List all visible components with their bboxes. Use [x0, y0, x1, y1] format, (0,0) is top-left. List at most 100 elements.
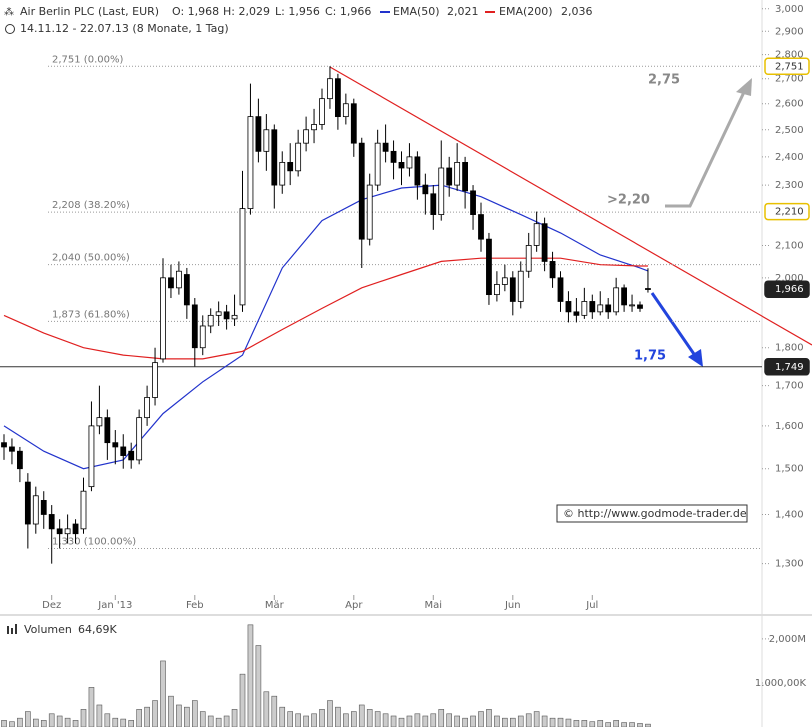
volume-bar: [263, 691, 270, 727]
volume-bar: [56, 715, 63, 727]
price-box: [764, 358, 810, 376]
candle-body: [493, 284, 500, 296]
ohlc-text: O: 1,968: [172, 5, 219, 18]
y-tick-label: 1,400: [775, 509, 804, 520]
candle-body: [112, 442, 119, 448]
price-box-label: 1,966: [775, 284, 804, 295]
candle-body: [581, 301, 588, 316]
volume-bar: [613, 720, 619, 727]
candle-body: [637, 304, 643, 309]
candle-body: [374, 142, 381, 186]
annotation: >2,20: [607, 193, 650, 208]
x-tick-label: Dez: [42, 600, 61, 611]
volume-bar: [136, 709, 142, 727]
volume-bar: [72, 720, 79, 727]
volume-bar: [478, 711, 484, 727]
copyright-box: [556, 504, 748, 523]
candle-body: [295, 142, 302, 172]
candle-body: [629, 304, 635, 307]
volume-bar: [597, 720, 604, 727]
candle-body: [541, 223, 548, 262]
fib-label: 1,873 (61.80%): [52, 309, 130, 320]
x-tick-label: Jun: [504, 600, 521, 611]
legend-label: EMA(200): [499, 5, 553, 18]
volume-bar: [557, 717, 564, 727]
candle-body: [287, 161, 294, 172]
candle-body: [24, 481, 31, 525]
fib-label: 2,751 (0.00%): [52, 54, 123, 65]
volume-tick-label: 2,000M: [769, 634, 806, 645]
candle-body: [175, 270, 182, 289]
volume-bar: [446, 713, 453, 727]
candle-body: [223, 311, 230, 320]
x-tick-label: Jul: [585, 600, 598, 611]
volume-bar: [565, 718, 572, 727]
y-tick-label: 1,300: [775, 559, 804, 570]
y-tick-label: 2,300: [775, 180, 804, 191]
candle-body: [191, 304, 198, 349]
candle-body: [207, 314, 214, 327]
candle-body: [128, 450, 135, 461]
subtitle: 14.11.12 - 22.07.13 (8 Monate, 1 Tag): [20, 22, 229, 35]
volume-bar: [223, 715, 230, 727]
candle-body: [96, 417, 103, 427]
volume-bar: [319, 709, 325, 727]
volume-bar: [621, 722, 627, 727]
candle-body: [509, 277, 516, 302]
volume-bar: [207, 715, 214, 727]
candle-body: [470, 190, 476, 215]
candle-body: [48, 514, 55, 530]
candle-body: [215, 311, 222, 316]
volume-bar: [279, 706, 286, 727]
candle-body: [152, 362, 158, 398]
price-box: [764, 57, 810, 76]
candle-body: [366, 184, 373, 240]
candle-body: [454, 161, 461, 186]
ohlc-text: L: 1,956: [275, 5, 320, 18]
volume-bar: [390, 715, 397, 727]
y-tick-label: 2,500: [775, 125, 804, 136]
volume-bar: [64, 717, 71, 727]
volume-bar: [112, 717, 119, 727]
candle-body: [549, 261, 556, 279]
volume-bar: [271, 695, 278, 727]
volume-bar: [184, 706, 190, 727]
volume-bar: [255, 645, 262, 727]
clock-icon: [5, 24, 15, 34]
volume-bar: [120, 718, 127, 727]
x-tick-label: Apr: [345, 600, 363, 611]
candle-body: [1, 442, 7, 448]
y-tick-label: 1,800: [775, 343, 804, 354]
volume-bar: [525, 713, 532, 727]
annotation: 2,75: [648, 73, 680, 88]
volume-bar: [406, 715, 413, 727]
candle-body: [358, 142, 365, 240]
price-box-label: 2,210: [775, 207, 804, 218]
candle-body: [168, 277, 174, 289]
ohlc-text: C: 1,966: [325, 5, 371, 18]
candle-body: [56, 528, 63, 535]
volume-bar: [88, 687, 95, 727]
candle-body: [557, 277, 564, 302]
candle-body: [40, 500, 47, 515]
candle-body: [16, 450, 23, 470]
y-tick-label: 2,700: [775, 74, 804, 85]
fib-label: 1,330 (100.00%): [52, 537, 136, 548]
y-tick-label: 2,800: [775, 50, 804, 61]
volume-bar: [104, 713, 111, 727]
volume-bar: [168, 695, 174, 727]
ema-line: [3, 257, 648, 360]
candle-body: [88, 425, 95, 488]
volume-bar: [629, 722, 635, 727]
candle-body: [501, 277, 508, 285]
candle-body: [621, 287, 627, 306]
volume-bar: [303, 715, 309, 727]
volume-bar: [17, 717, 23, 727]
candle-body: [247, 116, 254, 209]
volume-bar: [9, 721, 15, 727]
y-tick-label: 1,700: [775, 381, 804, 392]
volume-bar: [581, 720, 588, 727]
candle-body: [72, 523, 79, 535]
candle-body: [160, 277, 166, 360]
